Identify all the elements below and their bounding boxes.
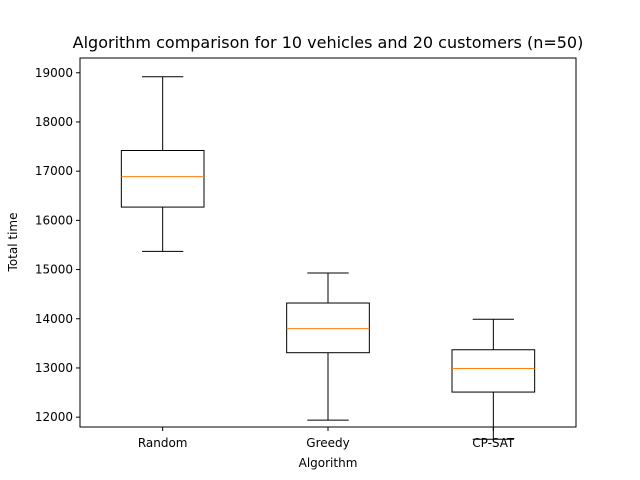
y-tick-label: 16000 <box>35 213 73 227</box>
iqr-box <box>120 149 205 208</box>
iqr-box <box>286 302 370 354</box>
box-greedy <box>286 272 370 421</box>
y-tick-label: 15000 <box>35 263 73 277</box>
x-tick-label: Greedy <box>306 436 349 450</box>
y-tick-label: 12000 <box>35 410 73 424</box>
chart-title: Algorithm comparison for 10 vehicles and… <box>73 33 584 52</box>
x-axis: Random Greedy CP-SAT <box>138 427 515 450</box>
box-series <box>120 76 536 440</box>
y-axis: 12000 13000 14000 15000 16000 17000 18000 19000 <box>35 66 80 424</box>
box-random <box>120 76 205 252</box>
y-axis-label: Total time <box>6 213 20 273</box>
y-tick-label: 19000 <box>35 66 73 80</box>
iqr-box <box>451 349 536 393</box>
x-tick-label: Random <box>138 436 188 450</box>
y-tick-label: 14000 <box>35 312 73 326</box>
y-tick-label: 13000 <box>35 361 73 375</box>
y-tick-label: 18000 <box>35 115 73 129</box>
y-tick-label: 17000 <box>35 164 73 178</box>
box-cp-sat <box>451 318 536 440</box>
x-axis-label: Algorithm <box>299 456 358 470</box>
